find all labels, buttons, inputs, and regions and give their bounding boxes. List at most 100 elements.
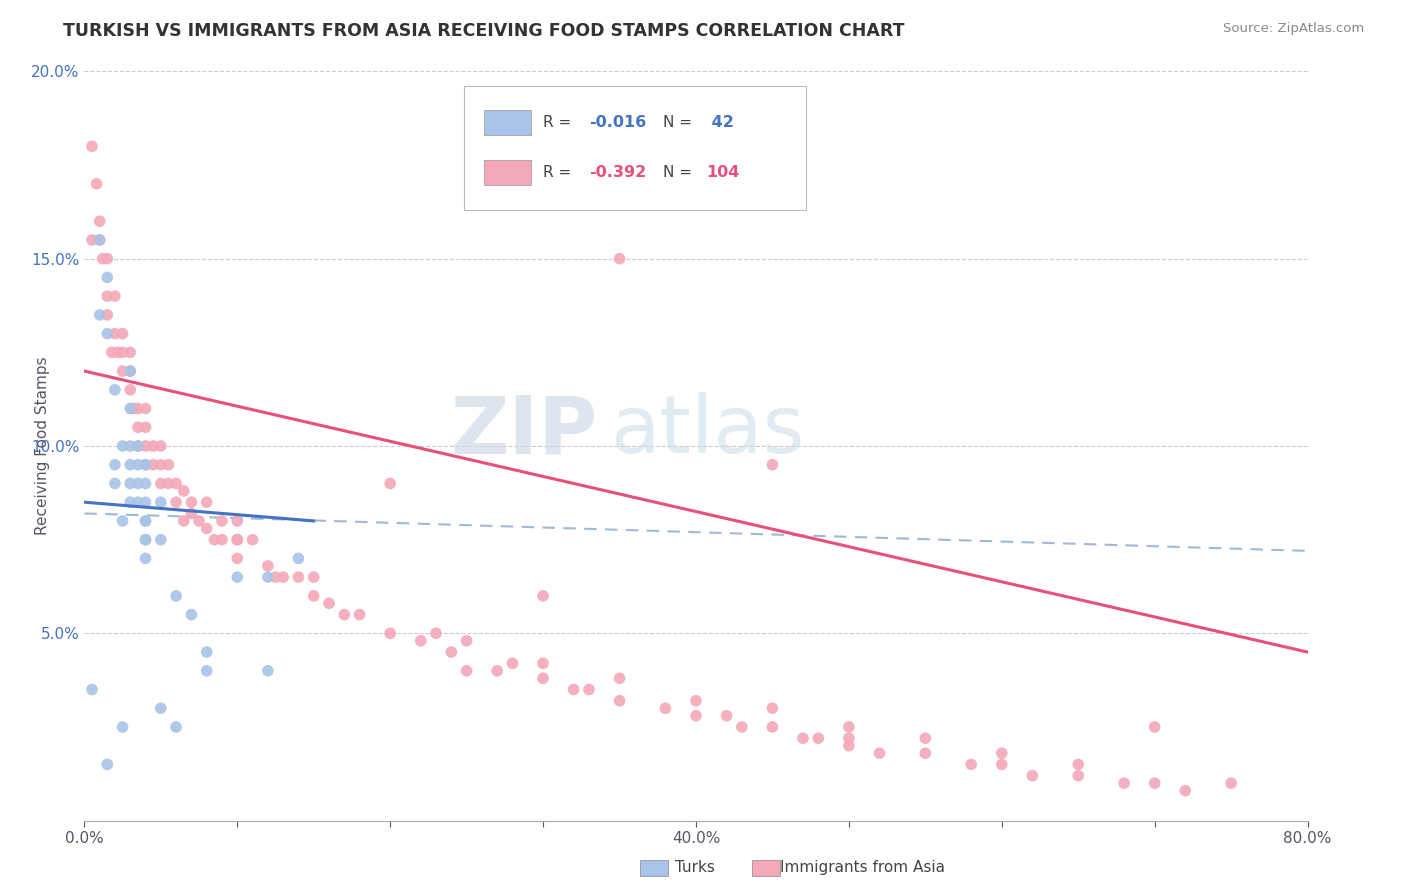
Point (425, 626, 447, 640)
Point (180, 495, 202, 509)
Text: R =: R = (543, 165, 576, 180)
Point (226, 514, 249, 528)
Point (456, 664, 478, 678)
Point (349, 607, 371, 622)
Point (104, 458, 127, 472)
Point (502, 657, 524, 671)
Point (202, 533, 225, 547)
Point (89, 233, 111, 247)
Point (380, 476, 402, 491)
Point (80, 233, 103, 247)
Point (456, 633, 478, 648)
Point (89, 214, 111, 228)
Point (287, 570, 309, 584)
Point (135, 401, 157, 416)
Point (914, 746, 936, 760)
Point (195, 664, 218, 678)
Point (1143, 720, 1166, 734)
Point (226, 551, 249, 566)
Point (127, 439, 149, 453)
Point (157, 476, 180, 491)
Point (318, 596, 340, 610)
Point (149, 495, 172, 509)
Point (135, 533, 157, 547)
Point (1067, 769, 1090, 783)
Point (991, 757, 1014, 772)
Point (195, 521, 218, 535)
Point (807, 731, 830, 746)
Point (122, 401, 145, 416)
Point (180, 607, 202, 622)
Point (135, 495, 157, 509)
Point (1067, 757, 1090, 772)
Point (685, 694, 707, 708)
Point (127, 476, 149, 491)
Point (1021, 769, 1043, 783)
Text: Immigrants from Asia: Immigrants from Asia (780, 860, 945, 874)
Point (96, 326, 118, 341)
Point (135, 514, 157, 528)
Point (960, 757, 983, 772)
Point (173, 514, 195, 528)
Point (165, 495, 187, 509)
Point (120, 458, 142, 472)
Text: N =: N = (664, 165, 697, 180)
Point (111, 364, 134, 378)
FancyBboxPatch shape (464, 87, 806, 210)
Point (96, 289, 118, 303)
Point (127, 439, 149, 453)
Point (165, 476, 187, 491)
Text: 42: 42 (706, 115, 734, 130)
Text: ZIP: ZIP (451, 392, 598, 470)
Point (609, 252, 631, 266)
Point (80, 682, 103, 697)
Point (195, 495, 218, 509)
Text: N =: N = (664, 115, 697, 130)
Point (135, 458, 157, 472)
Point (127, 420, 149, 434)
Point (440, 645, 463, 659)
Point (104, 476, 127, 491)
Point (120, 495, 142, 509)
Point (869, 746, 891, 760)
Text: -0.016: -0.016 (589, 115, 647, 130)
Point (89, 308, 111, 322)
Text: Receiving Food Stamps: Receiving Food Stamps (35, 357, 49, 535)
Point (173, 483, 195, 498)
Point (380, 626, 402, 640)
Point (761, 720, 783, 734)
Point (120, 364, 142, 378)
Point (149, 701, 172, 715)
Point (1114, 776, 1136, 790)
FancyBboxPatch shape (484, 160, 531, 186)
Point (165, 589, 187, 603)
Point (257, 664, 280, 678)
Point (86, 177, 108, 191)
Point (127, 401, 149, 416)
Point (142, 439, 165, 453)
Point (287, 551, 309, 566)
Point (104, 383, 127, 397)
Point (562, 682, 585, 697)
Point (135, 420, 157, 434)
Text: Turks: Turks (675, 860, 714, 874)
Point (157, 458, 180, 472)
Text: 104: 104 (706, 165, 740, 180)
Text: TURKISH VS IMMIGRANTS FROM ASIA RECEIVING FOOD STAMPS CORRELATION CHART: TURKISH VS IMMIGRANTS FROM ASIA RECEIVIN… (63, 22, 905, 40)
Point (257, 570, 280, 584)
Point (211, 533, 233, 547)
Point (333, 607, 356, 622)
Point (838, 731, 860, 746)
FancyBboxPatch shape (484, 110, 531, 135)
Point (96, 308, 118, 322)
Point (302, 589, 325, 603)
Point (111, 326, 134, 341)
Point (96, 252, 118, 266)
Point (180, 507, 202, 521)
Point (96, 270, 118, 285)
Point (578, 682, 600, 697)
Point (96, 757, 118, 772)
Point (89, 233, 111, 247)
Point (654, 701, 676, 715)
Point (120, 364, 142, 378)
